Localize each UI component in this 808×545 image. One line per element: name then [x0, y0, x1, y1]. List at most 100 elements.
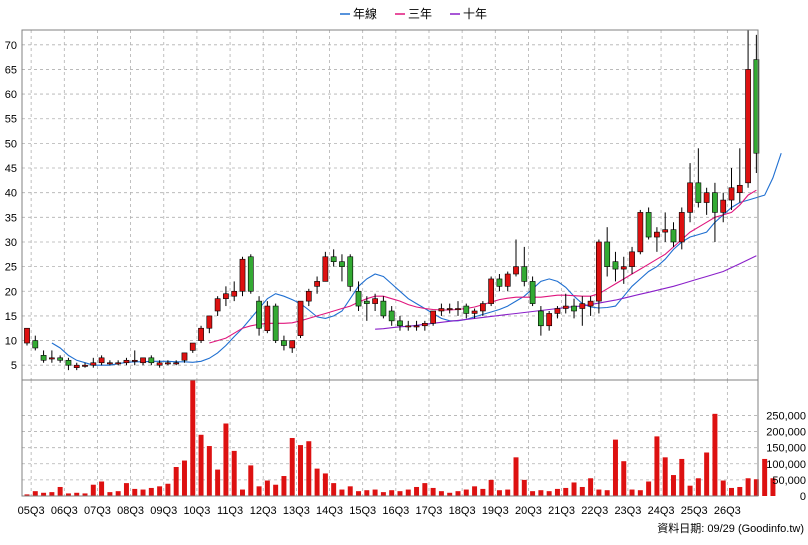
x-tick-label-14: 19Q3: [482, 505, 509, 517]
candle-60: [521, 246, 528, 287]
x-tick-label-2: 07Q3: [84, 505, 111, 517]
candle-31: [281, 335, 287, 351]
candle-body-72: [620, 266, 627, 270]
candle-body-79: [678, 212, 685, 243]
candle-body-9: [98, 357, 105, 364]
candle-54: [471, 308, 478, 319]
volume-tick-0: 0: [800, 491, 806, 503]
candle-body-65: [562, 305, 569, 309]
candle-8: [90, 357, 97, 368]
volume-bar-56: [488, 479, 494, 496]
candle-body-24: [223, 293, 229, 299]
volume-bar-20: [190, 380, 196, 496]
candle-56: [488, 276, 495, 307]
candle-body-19: [181, 352, 188, 361]
candle-body-57: [496, 278, 503, 287]
volume-bar-4: [57, 486, 63, 496]
candle-body-5: [65, 359, 72, 366]
candle-58: [504, 271, 511, 292]
volume-bar-34: [306, 441, 312, 496]
candle-body-17: [165, 362, 171, 365]
candle-body-37: [330, 256, 337, 262]
volume-bar-6: [74, 492, 80, 496]
candle-body-28: [256, 300, 262, 329]
candle-body-43: [380, 300, 387, 317]
volume-bar-19: [181, 460, 187, 496]
volume-bar-52: [455, 491, 461, 496]
candle-body-63: [546, 313, 553, 327]
volume-bar-78: [671, 475, 676, 496]
candle-body-54: [471, 310, 478, 314]
volume-bar-37: [331, 483, 337, 496]
candle-55: [479, 301, 486, 316]
volume-bar-12: [123, 483, 129, 496]
volume-bar-50: [438, 491, 444, 496]
volume-bar-73: [629, 489, 635, 496]
candle-body-88: [753, 59, 760, 154]
volume-bar-44: [389, 490, 395, 496]
candle-21: [198, 325, 204, 344]
candle-11: [115, 360, 122, 366]
candle-70: [604, 227, 611, 277]
volume-bar-24: [223, 423, 229, 496]
candle-body-32: [289, 340, 296, 349]
candle-3: [48, 350, 55, 363]
price-tick-3: 20: [5, 286, 17, 298]
volume-bar-14: [140, 489, 146, 496]
volume-frame: [21, 379, 759, 497]
volume-bar-46: [405, 489, 411, 496]
price-tick-6: 35: [5, 212, 17, 224]
candle-body-68: [587, 300, 594, 307]
candle-16: [156, 360, 163, 368]
x-tick-label-12: 17Q3: [416, 505, 443, 517]
price-tick-0: 5: [11, 360, 17, 372]
candle-40: [355, 281, 362, 311]
volume-bar-18: [173, 467, 179, 496]
candle-88: [753, 34, 760, 173]
candle-1: [32, 335, 39, 351]
candle-body-40: [355, 290, 362, 307]
volume-bar-90: [770, 478, 776, 496]
candle-body-58: [504, 273, 511, 287]
volume-bar-85: [729, 487, 734, 496]
candle-body-14: [140, 357, 146, 364]
candle-83: [712, 182, 718, 242]
candle-77: [662, 212, 669, 242]
candle-body-71: [612, 261, 619, 270]
candle-73: [629, 246, 635, 275]
volume-bar-53: [463, 489, 469, 496]
candle-body-6: [73, 364, 80, 368]
candle-body-16: [156, 362, 163, 366]
volume-bar-89: [762, 458, 768, 496]
candle-body-84: [720, 199, 727, 213]
candle-body-42: [372, 298, 378, 304]
volume-bar-77: [662, 457, 668, 496]
volume-bar-55: [480, 488, 486, 496]
candle-17: [165, 360, 171, 366]
volume-bar-30: [273, 484, 279, 496]
price-tick-5: 30: [5, 237, 17, 249]
candle-66: [571, 298, 577, 319]
moving-average-lines: [51, 153, 782, 366]
x-tick-label-1: 06Q3: [51, 505, 78, 517]
volume-bar-64: [554, 488, 560, 496]
volume-bar-5: [65, 493, 71, 496]
volume-tick-2: 100,000: [766, 459, 806, 471]
candle-65: [562, 293, 569, 314]
candle-body-69: [596, 241, 602, 302]
candle-body-74: [637, 212, 644, 253]
candle-body-47: [413, 325, 420, 328]
data-date-footer: 資料日期: 09/29 (Goodinfo.tw): [657, 521, 804, 535]
candle-41: [363, 296, 370, 321]
candle-body-23: [214, 298, 221, 312]
candle-body-38: [339, 261, 345, 267]
candle-82: [703, 187, 710, 215]
candle-body-76: [654, 231, 660, 238]
candle-body-13: [131, 359, 138, 362]
volume-bar-13: [132, 488, 138, 496]
x-tick-label-8: 13Q3: [283, 505, 310, 517]
candle-body-48: [421, 323, 428, 327]
price-tick-9: 50: [5, 138, 17, 150]
candle-37: [330, 249, 337, 267]
